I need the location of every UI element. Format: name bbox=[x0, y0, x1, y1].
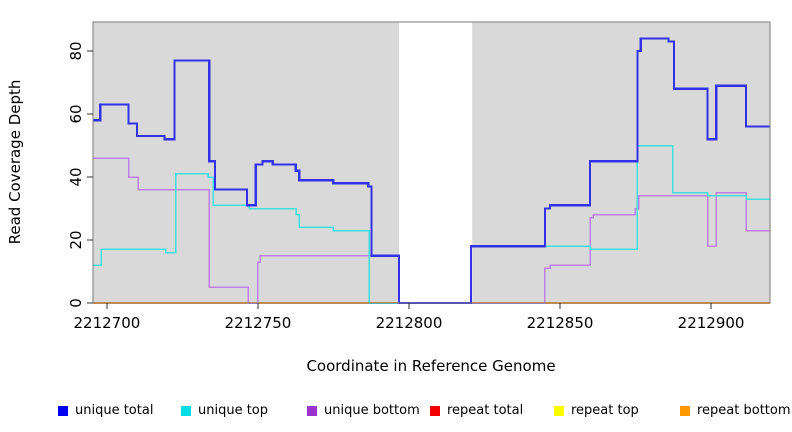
legend-item-unique-bottom: unique bottom bbox=[307, 398, 420, 424]
y-tick-label: 40 bbox=[67, 167, 85, 186]
series-line-unique-bottom bbox=[93, 157, 770, 304]
legend-label-unique-bottom: unique bottom bbox=[324, 403, 420, 418]
legend-swatch-repeat-bottom bbox=[680, 406, 690, 416]
plot-background-layer bbox=[93, 22, 770, 303]
plot-frame-layer bbox=[92, 21, 771, 304]
legend-item-repeat-total: repeat total bbox=[430, 398, 523, 424]
plot-border bbox=[92, 21, 771, 304]
legend-item-unique-top: unique top bbox=[181, 398, 268, 424]
x-tick-label: 2212750 bbox=[225, 314, 292, 332]
legend-swatch-repeat-top bbox=[554, 406, 564, 416]
legend-label-repeat-bottom: repeat bottom bbox=[697, 403, 791, 418]
legend-item-unique-total: unique total bbox=[58, 398, 153, 424]
chart-legend: unique total unique top unique bottom repea… bbox=[0, 398, 792, 424]
x-tick-label: 2212800 bbox=[376, 314, 443, 332]
x-tick-label: 2212700 bbox=[73, 314, 140, 332]
plot-background-left bbox=[93, 22, 400, 303]
legend-item-repeat-top: repeat top bbox=[554, 398, 639, 424]
legend-swatch-unique-bottom bbox=[307, 406, 317, 416]
legend-swatch-unique-top bbox=[181, 406, 191, 416]
legend-item-repeat-bottom: repeat bottom bbox=[680, 398, 791, 424]
legend-swatch-unique-total bbox=[58, 406, 68, 416]
legend-label-unique-total: unique total bbox=[75, 403, 154, 418]
x-tick-label: 2212900 bbox=[678, 314, 745, 332]
x-tick-label: 2212850 bbox=[527, 314, 594, 332]
series-line-unique-total bbox=[93, 37, 770, 305]
plot-background-right bbox=[472, 22, 770, 303]
legend-swatch-repeat-total bbox=[430, 406, 440, 416]
series-line-unique-top bbox=[93, 144, 770, 304]
y-tick-label: 80 bbox=[67, 41, 85, 60]
y-tick-label: 0 bbox=[67, 298, 85, 308]
legend-label-unique-top: unique top bbox=[198, 403, 269, 418]
x-axis-title: Coordinate in Reference Genome bbox=[306, 357, 555, 375]
y-tick-label: 60 bbox=[67, 104, 85, 123]
y-axis-title: Read Coverage Depth bbox=[6, 80, 24, 245]
legend-label-repeat-top: repeat top bbox=[571, 403, 639, 418]
axis-ticks-layer: 2212700 2212750 2212800 2212850 2212900 0 20 40… bbox=[67, 41, 744, 332]
legend-label-repeat-total: repeat total bbox=[447, 403, 524, 418]
y-tick-label: 20 bbox=[67, 230, 85, 249]
